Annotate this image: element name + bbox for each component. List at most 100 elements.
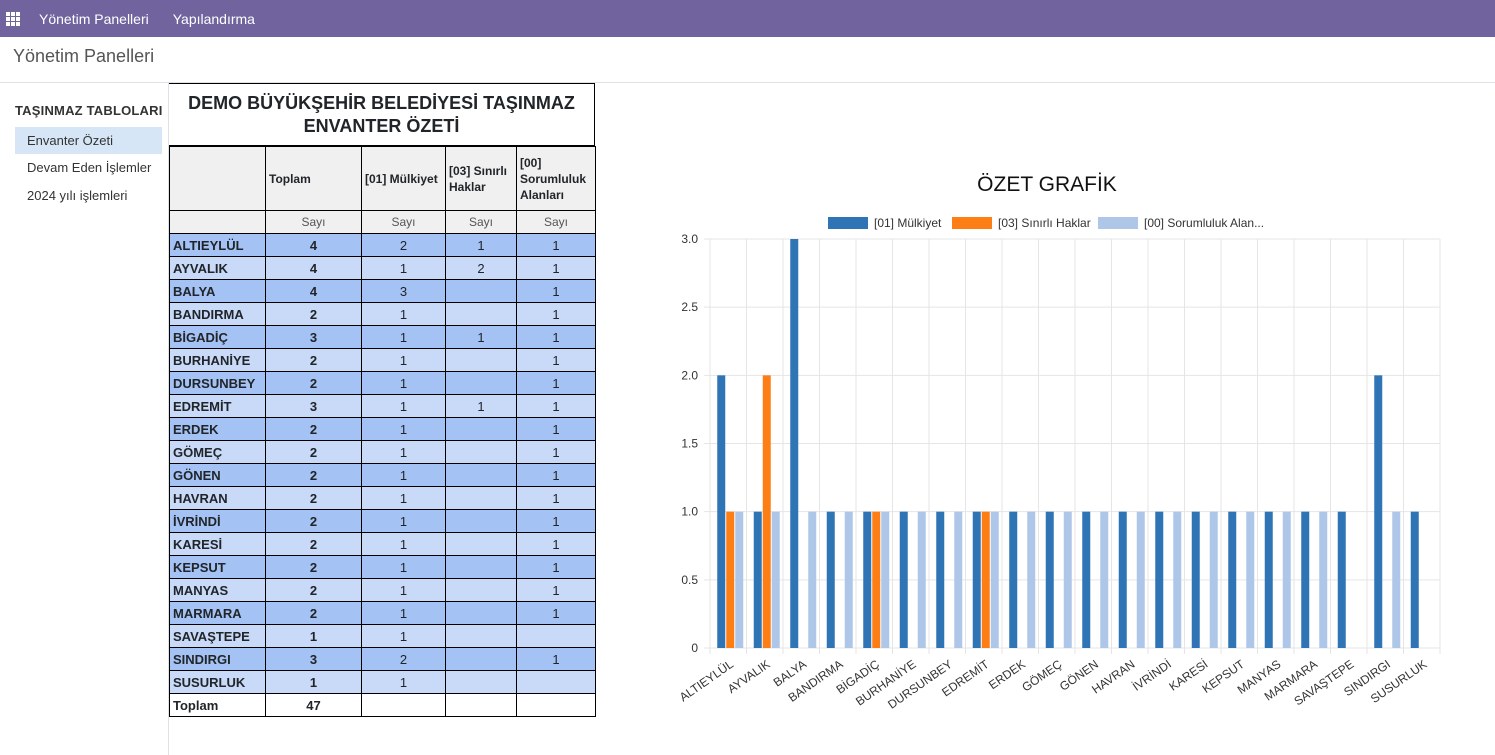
row-total-cell: 3 xyxy=(265,647,362,671)
row-sinirli-haklar-cell xyxy=(445,555,517,579)
header-cell-sorumluluk-alanlari: [00] Sorumluluk Alanları xyxy=(516,146,596,211)
bar-0 xyxy=(1410,511,1419,648)
y-tick-label: 2.5 xyxy=(681,300,698,314)
footer-empty-cell xyxy=(361,693,446,717)
table-row[interactable]: SINDIRGI 3 2 1 xyxy=(169,647,596,671)
row-sorumluluk-cell: 1 xyxy=(516,394,596,418)
row-mulkiyet-cell: 1 xyxy=(361,440,446,464)
menu-yonetim-panelleri[interactable]: Yönetim Panelleri xyxy=(39,10,149,27)
table-row[interactable]: BANDIRMA 2 1 1 xyxy=(169,302,596,326)
row-mulkiyet-cell: 2 xyxy=(361,233,446,257)
bar-2 xyxy=(735,511,744,648)
table-row[interactable]: SUSURLUK 1 1 xyxy=(169,670,596,694)
row-sorumluluk-cell: 1 xyxy=(516,256,596,280)
table-row[interactable]: BİGADİÇ 3 1 1 1 xyxy=(169,325,596,349)
legend-label: [01] Mülkiyet xyxy=(874,216,942,230)
subheader-cell: Sayı xyxy=(516,210,596,234)
row-sorumluluk-cell: 1 xyxy=(516,348,596,372)
row-sinirli-haklar-cell xyxy=(445,486,517,510)
summary-chart: ÖZET GRAFİK [01] Mülkiyet [03] Sınırlı Hak… xyxy=(640,160,1460,720)
row-mulkiyet-cell: 1 xyxy=(361,601,446,625)
row-sorumluluk-cell xyxy=(516,670,596,694)
bar-0 xyxy=(972,511,981,648)
row-mulkiyet-cell: 1 xyxy=(361,555,446,579)
sidebar-section-title: TAŞINMAZ TABLOLARI xyxy=(15,103,163,118)
table-row[interactable]: KEPSUT 2 1 1 xyxy=(169,555,596,579)
table-row[interactable]: BALYA 4 3 1 xyxy=(169,279,596,303)
bar-2 xyxy=(954,511,963,648)
row-name-cell: GÖNEN xyxy=(169,463,266,487)
table-row[interactable]: KARESİ 2 1 1 xyxy=(169,532,596,556)
row-mulkiyet-cell: 1 xyxy=(361,348,446,372)
table-footer-row: Toplam 47 xyxy=(169,693,596,717)
table-row[interactable]: SAVAŞTEPE 1 1 xyxy=(169,624,596,648)
row-name-cell: BURHANİYE xyxy=(169,348,266,372)
row-total-cell: 2 xyxy=(265,440,362,464)
table-row[interactable]: GÖNEN 2 1 1 xyxy=(169,463,596,487)
row-sorumluluk-cell: 1 xyxy=(516,440,596,464)
row-name-cell: BANDIRMA xyxy=(169,302,266,326)
control-panel: Yönetim Panelleri xyxy=(0,37,1495,83)
row-sorumluluk-cell: 1 xyxy=(516,647,596,671)
table-row[interactable]: GÖMEÇ 2 1 1 xyxy=(169,440,596,464)
sidebar-item-devam-eden-islemler[interactable]: Devam Eden İşlemler xyxy=(27,160,152,175)
table-row[interactable]: ALTIEYLÜL 4 2 1 1 xyxy=(169,233,596,257)
y-tick-label: 1.5 xyxy=(681,437,698,451)
bar-2 xyxy=(1282,511,1291,648)
bar-0 xyxy=(1009,511,1018,648)
bar-2 xyxy=(990,511,999,648)
y-tick-label: 3.0 xyxy=(681,232,698,246)
bar-0 xyxy=(1301,511,1310,648)
row-sorumluluk-cell: 1 xyxy=(516,532,596,556)
header-cell-empty xyxy=(169,146,266,211)
row-total-cell: 2 xyxy=(265,509,362,533)
table-row[interactable]: MANYAS 2 1 1 xyxy=(169,578,596,602)
y-tick-label: 1.0 xyxy=(681,505,698,519)
row-total-cell: 3 xyxy=(265,325,362,349)
bar-0 xyxy=(1228,511,1237,648)
pivot-table: Toplam [01] Mülkiyet [03] Sınırlı Haklar… xyxy=(169,146,596,717)
subheader-cell: Sayı xyxy=(445,210,517,234)
row-sinirli-haklar-cell xyxy=(445,647,517,671)
table-row[interactable]: ERDEK 2 1 1 xyxy=(169,417,596,441)
row-name-cell: SINDIRGI xyxy=(169,647,266,671)
apps-grid-icon[interactable] xyxy=(6,11,20,26)
row-sorumluluk-cell: 1 xyxy=(516,233,596,257)
table-row[interactable]: EDREMİT 3 1 1 1 xyxy=(169,394,596,418)
inventory-summary-table: DEMO BÜYÜKŞEHİR BELEDİYESİ TAŞINMAZ ENVA… xyxy=(169,83,596,717)
row-name-cell: KEPSUT xyxy=(169,555,266,579)
row-sinirli-haklar-cell xyxy=(445,463,517,487)
table-row[interactable]: DURSUNBEY 2 1 1 xyxy=(169,371,596,395)
table-row[interactable]: MARMARA 2 1 1 xyxy=(169,601,596,625)
row-sinirli-haklar-cell xyxy=(445,578,517,602)
row-sinirli-haklar-cell: 1 xyxy=(445,325,517,349)
table-subheader-row: Sayı Sayı Sayı Sayı xyxy=(169,210,596,234)
bar-0 xyxy=(899,511,908,648)
bar-1 xyxy=(872,511,881,648)
footer-total-cell: 47 xyxy=(265,693,362,717)
row-name-cell: SAVAŞTEPE xyxy=(169,624,266,648)
subheader-cell: Sayı xyxy=(265,210,362,234)
row-name-cell: GÖMEÇ xyxy=(169,440,266,464)
row-sorumluluk-cell: 1 xyxy=(516,417,596,441)
bar-2 xyxy=(1173,511,1182,648)
table-row[interactable]: İVRİNDİ 2 1 1 xyxy=(169,509,596,533)
row-sinirli-haklar-cell xyxy=(445,371,517,395)
row-sinirli-haklar-cell xyxy=(445,670,517,694)
y-tick-label: 2.0 xyxy=(681,368,698,382)
sidebar-item-envanter-ozeti[interactable]: Envanter Özeti xyxy=(15,127,162,154)
legend-label: [03] Sınırlı Haklar xyxy=(998,216,1091,230)
row-sinirli-haklar-cell: 1 xyxy=(445,233,517,257)
row-total-cell: 2 xyxy=(265,578,362,602)
bar-2 xyxy=(917,511,926,648)
sidebar-item-2024-islemleri[interactable]: 2024 yılı işlemleri xyxy=(27,188,128,203)
table-row[interactable]: AYVALIK 4 1 2 1 xyxy=(169,256,596,280)
legend-swatch xyxy=(1098,217,1138,229)
row-name-cell: SUSURLUK xyxy=(169,670,266,694)
table-row[interactable]: HAVRAN 2 1 1 xyxy=(169,486,596,510)
sidebar: TAŞINMAZ TABLOLARI Envanter Özeti Devam … xyxy=(0,83,169,755)
row-sorumluluk-cell: 1 xyxy=(516,509,596,533)
menu-yapilandirma[interactable]: Yapılandırma xyxy=(172,10,255,27)
table-row[interactable]: BURHANİYE 2 1 1 xyxy=(169,348,596,372)
row-name-cell: MARMARA xyxy=(169,601,266,625)
